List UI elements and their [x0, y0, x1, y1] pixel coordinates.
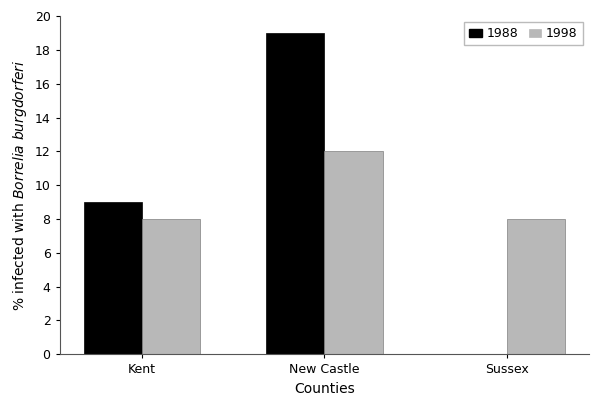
Bar	[83, 202, 142, 354]
Y-axis label: % infected with $\it{Borrelia\ burgdorferi}$: % infected with $\it{Borrelia\ burgdorfe…	[11, 60, 29, 311]
Legend: 1988, 1998: 1988, 1998	[464, 22, 583, 45]
Bar	[506, 219, 565, 354]
Bar	[266, 33, 324, 354]
X-axis label: Counties: Counties	[294, 382, 355, 396]
Bar	[142, 219, 200, 354]
Bar	[324, 151, 383, 354]
